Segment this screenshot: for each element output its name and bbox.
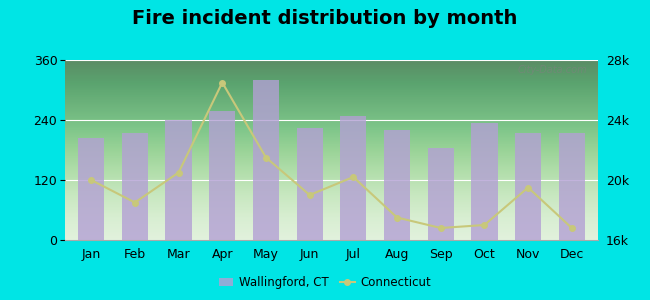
Text: Fire incident distribution by month: Fire incident distribution by month — [133, 9, 517, 28]
Bar — [340, 116, 367, 240]
Bar — [253, 80, 279, 240]
Text: City-Data.com: City-Data.com — [517, 65, 588, 75]
Bar — [166, 120, 192, 240]
Bar — [471, 122, 497, 240]
Legend: Wallingford, CT, Connecticut: Wallingford, CT, Connecticut — [214, 272, 436, 294]
Bar — [515, 133, 541, 240]
Bar — [209, 111, 235, 240]
Bar — [122, 133, 148, 240]
Bar — [296, 128, 323, 240]
Bar — [428, 148, 454, 240]
Bar — [559, 133, 585, 240]
Bar — [78, 137, 104, 240]
Bar — [384, 130, 410, 240]
